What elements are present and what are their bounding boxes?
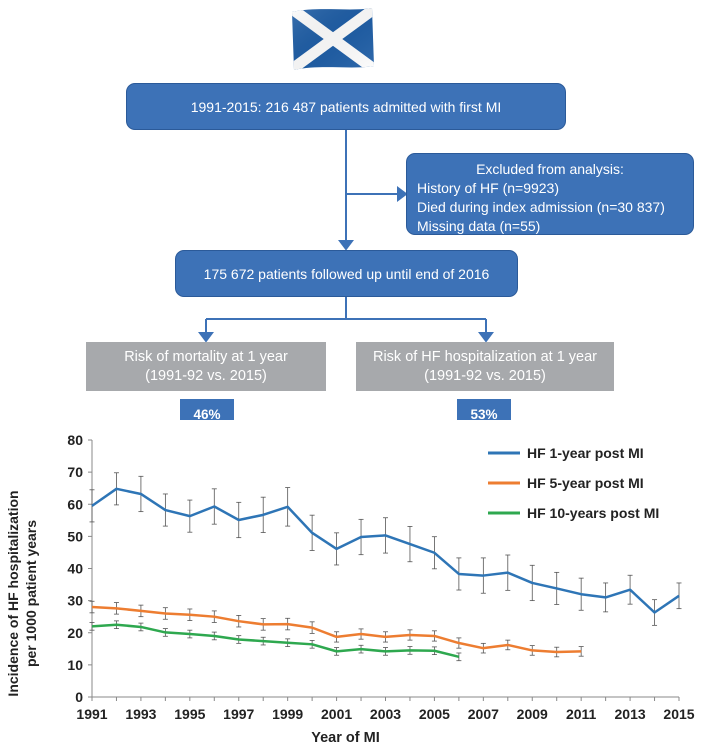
x-tick-label: 2015 — [663, 706, 694, 722]
hf-outcome-line2: (1991-92 vs. 2015) — [424, 367, 546, 384]
admitted-patients-text: 1991-2015: 216 487 patients admitted wit… — [190, 98, 502, 115]
hf-reduction-value: 53% — [470, 407, 497, 420]
y-tick-label: 30 — [67, 593, 83, 609]
y-axis-label: per 1000 patient years — [23, 520, 39, 667]
y-tick-label: 40 — [67, 561, 83, 577]
x-tick-label: 2001 — [321, 706, 352, 722]
excluded-title: Excluded from analysis: — [476, 161, 624, 177]
x-tick-label: 2007 — [468, 706, 499, 722]
flow-diagram: 46% 53% — [180, 8, 511, 420]
scotland-flag-icon — [292, 8, 374, 70]
excluded-died-index: Died during index admission (n=30 837) — [417, 199, 665, 215]
hf-incidence-chart: 0 10 20 30 40 50 60 70 80 1991 1993 1995 1997 1999 200… — [5, 432, 695, 746]
mortality-outcome-line1: Risk of mortality at 1 year — [124, 348, 288, 365]
y-tick-label: 50 — [67, 528, 83, 544]
y-tick-label: 0 — [75, 689, 83, 705]
y-tick-label: 20 — [67, 625, 83, 641]
mortality-reduction-value: 46% — [193, 407, 220, 420]
x-tick-label: 2009 — [517, 706, 548, 722]
mortality-outcome-box: Risk of mortality at 1 year (1991-92 vs.… — [86, 342, 326, 391]
x-tick-label: 1991 — [76, 706, 107, 722]
y-tick-label: 10 — [67, 657, 83, 673]
mortality-outcome-line2: (1991-92 vs. 2015) — [145, 367, 267, 384]
legend-label-2: HF 5-year post MI — [527, 475, 644, 491]
x-tick-label: 1999 — [272, 706, 303, 722]
excluded-missing-data: Missing data (n=55) — [417, 218, 541, 234]
x-tick-label: 1993 — [125, 706, 156, 722]
followed-up-text: 175 672 patients followed up until end o… — [203, 265, 490, 282]
x-tick-label: 1995 — [174, 706, 205, 722]
flow-connectors — [198, 130, 494, 343]
followed-up-box: 175 672 patients followed up until end o… — [175, 250, 518, 297]
excluded-history-hf: History of HF (n=9923) — [417, 180, 559, 196]
hf-outcome-box: Risk of HF hospitalization at 1 year (19… — [356, 342, 614, 391]
excluded-box: Excluded from analysis: History of HF (n… — [406, 153, 694, 235]
x-tick-label: 2013 — [615, 706, 646, 722]
legend-label-3: HF 10-years post MI — [527, 505, 659, 521]
hf-outcome-line1: Risk of HF hospitalization at 1 year — [372, 348, 598, 365]
x-tick-label: 1997 — [223, 706, 254, 722]
series-line-3 — [91, 623, 460, 659]
x-tick-label: 2011 — [566, 706, 597, 722]
legend-label-1: HF 1-year post MI — [527, 445, 644, 461]
y-tick-label: 80 — [67, 432, 83, 448]
y-tick-label: 60 — [67, 496, 83, 512]
hf-reduction-arrow: 53% — [457, 399, 511, 420]
y-tick-label: 70 — [67, 464, 83, 480]
x-tick-label: 2003 — [370, 706, 401, 722]
x-axis-label: Year of MI — [311, 730, 380, 746]
mortality-reduction-arrow: 46% — [180, 399, 234, 420]
x-tick-label: 2005 — [419, 706, 450, 722]
admitted-patients-box: 1991-2015: 216 487 patients admitted wit… — [126, 83, 566, 130]
y-axis-label: Incidence of HF hospitalization — [5, 490, 21, 696]
